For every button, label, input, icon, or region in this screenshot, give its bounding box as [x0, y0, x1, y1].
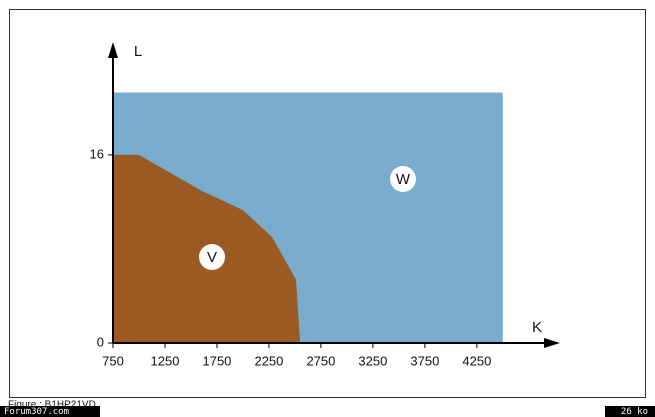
x-arrow — [544, 338, 560, 348]
chart: W V K L 750 1250 1750 2250 2750 3250 3750 4250 0 16 — [90, 42, 560, 368]
x-axis-label: K — [532, 319, 542, 336]
y-tick-label: 0 — [97, 334, 104, 349]
footer-bar — [0, 406, 100, 417]
x-tick-label: 750 — [102, 353, 124, 368]
region-label: V — [207, 249, 217, 266]
site: Forum307.com — [4, 407, 69, 417]
x-tick-label: 1250 — [151, 353, 180, 368]
footer-bar — [605, 406, 655, 417]
x-tick-label: 3250 — [358, 353, 387, 368]
region-badge — [390, 166, 416, 192]
y-tick-label: 16 — [90, 146, 104, 161]
caption: Figure : B1HP21VD — [8, 400, 96, 411]
x-tick-label: 1750 — [202, 353, 231, 368]
size: 26 ko — [621, 407, 648, 417]
x-tick-label: 2750 — [306, 353, 335, 368]
region-badge — [199, 244, 225, 270]
y-axis-label: L — [134, 43, 142, 60]
x-tick-label: 4250 — [462, 353, 491, 368]
x-tick-label: 3750 — [410, 353, 439, 368]
x-tick-label: 2250 — [254, 353, 283, 368]
region-label: W — [396, 171, 411, 188]
y-arrow — [108, 42, 118, 58]
